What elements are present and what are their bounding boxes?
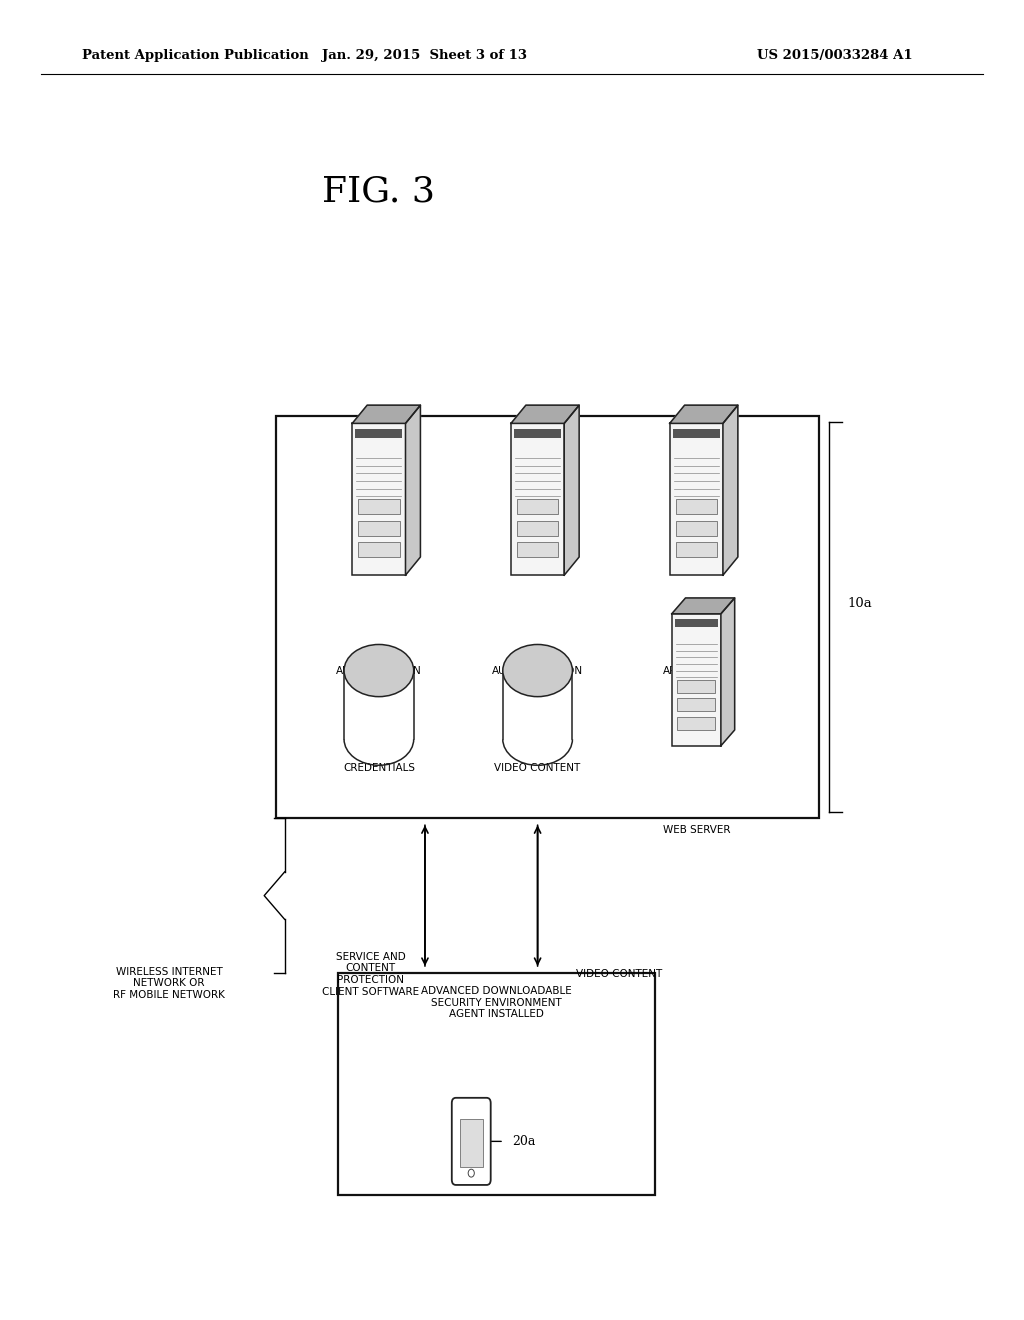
FancyBboxPatch shape [460,1119,483,1167]
Text: WEB SERVER: WEB SERVER [663,825,730,836]
Polygon shape [721,598,734,746]
Text: AUTHORIZATION
SERVER: AUTHORIZATION SERVER [336,667,422,688]
Text: AUTHENTICATION
SERVER: AUTHENTICATION SERVER [493,667,583,688]
Circle shape [468,1170,474,1177]
FancyBboxPatch shape [517,499,558,515]
Text: 10a: 10a [848,598,872,610]
FancyBboxPatch shape [276,416,819,818]
Polygon shape [672,598,734,614]
Text: APPLICATION
SERVER: APPLICATION SERVER [663,667,730,688]
FancyBboxPatch shape [677,680,716,693]
Text: VIDEO CONTENT: VIDEO CONTENT [577,969,663,979]
Polygon shape [406,405,421,576]
Text: Jan. 29, 2015  Sheet 3 of 13: Jan. 29, 2015 Sheet 3 of 13 [323,49,527,62]
FancyBboxPatch shape [677,698,716,711]
FancyBboxPatch shape [514,429,561,438]
FancyBboxPatch shape [676,541,717,557]
FancyBboxPatch shape [673,429,720,438]
Text: ADVANCED DOWNLOADABLE
SECURITY ENVIRONMENT
AGENT INSTALLED: ADVANCED DOWNLOADABLE SECURITY ENVIRONME… [421,986,572,1019]
Text: WIRELESS INTERNET
NETWORK OR
RF MOBILE NETWORK: WIRELESS INTERNET NETWORK OR RF MOBILE N… [113,966,225,1001]
FancyBboxPatch shape [677,717,716,730]
Text: 20a: 20a [512,1135,536,1148]
FancyBboxPatch shape [352,424,406,576]
FancyBboxPatch shape [358,541,399,557]
FancyBboxPatch shape [452,1098,490,1185]
Polygon shape [511,405,580,424]
FancyBboxPatch shape [675,619,718,627]
Polygon shape [564,405,580,576]
FancyBboxPatch shape [672,614,721,746]
FancyBboxPatch shape [511,424,564,576]
FancyBboxPatch shape [358,499,399,515]
FancyBboxPatch shape [670,424,723,576]
Text: Patent Application Publication: Patent Application Publication [82,49,308,62]
FancyBboxPatch shape [358,520,399,536]
FancyBboxPatch shape [503,671,572,739]
Ellipse shape [503,644,572,697]
Polygon shape [723,405,738,576]
FancyBboxPatch shape [338,973,655,1195]
FancyBboxPatch shape [344,671,414,739]
FancyBboxPatch shape [676,520,717,536]
FancyBboxPatch shape [676,499,717,515]
Polygon shape [352,405,421,424]
FancyBboxPatch shape [517,541,558,557]
Ellipse shape [344,644,414,697]
FancyBboxPatch shape [517,520,558,536]
Text: SERVICE AND
CONTENT
PROTECTION
CLIENT SOFTWARE: SERVICE AND CONTENT PROTECTION CLIENT SO… [323,952,419,997]
Polygon shape [670,405,738,424]
Text: CREDENTIALS: CREDENTIALS [343,763,415,774]
Text: VIDEO CONTENT: VIDEO CONTENT [495,763,581,774]
FancyBboxPatch shape [355,429,402,438]
Text: US 2015/0033284 A1: US 2015/0033284 A1 [757,49,912,62]
Text: FIG. 3: FIG. 3 [323,174,435,209]
